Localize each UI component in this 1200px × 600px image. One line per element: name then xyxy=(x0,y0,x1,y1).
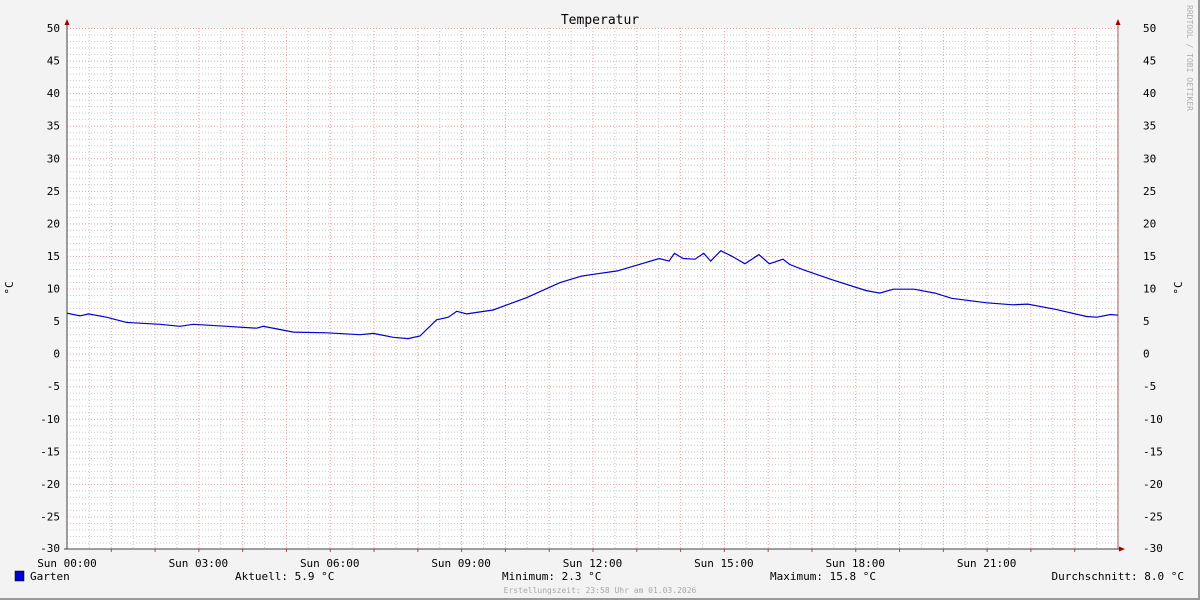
y-tick-label-left: -10 xyxy=(40,413,60,426)
y-tick-label-left: 10 xyxy=(47,283,60,296)
y-tick-label-right: -5 xyxy=(1143,380,1156,393)
y-tick-label-left: 45 xyxy=(47,55,60,68)
legend-series-name: Garten xyxy=(30,570,70,583)
y-tick-label-right: -25 xyxy=(1143,510,1163,523)
grid xyxy=(67,28,1118,552)
y-tick-label-right: -15 xyxy=(1143,445,1163,458)
y-tick-label-left: 25 xyxy=(47,185,60,198)
y-tick-label-left: 15 xyxy=(47,250,60,263)
y-tick-label-left: -5 xyxy=(47,380,60,393)
x-tick-label: Sun 09:00 xyxy=(431,557,491,570)
y-tick-label-left: 30 xyxy=(47,152,60,165)
y-tick-label-right: 5 xyxy=(1143,315,1150,328)
y-tick-label-left: 0 xyxy=(53,348,60,361)
y-tick-label-right: 30 xyxy=(1143,152,1156,165)
y-tick-label-left: -20 xyxy=(40,478,60,491)
y-tick-label-right: 45 xyxy=(1143,55,1156,68)
y-tick-label-left: 50 xyxy=(47,22,60,35)
legend-current: Aktuell: 5.9 °C xyxy=(235,570,334,583)
footer-timestamp: Erstellungszeit: 23:58 Uhr am 01.03.2026 xyxy=(504,586,697,595)
y-tick-label-right: -30 xyxy=(1143,542,1163,555)
y-tick-label-right: -20 xyxy=(1143,478,1163,491)
chart-title: Temperatur xyxy=(561,13,639,28)
x-tick-label: Sun 15:00 xyxy=(694,557,754,570)
x-tick-label: Sun 03:00 xyxy=(169,557,229,570)
x-tick-label: Sun 18:00 xyxy=(825,557,885,570)
legend-maximum: Maximum: 15.8 °C xyxy=(770,570,876,583)
y-tick-label-right: 35 xyxy=(1143,120,1156,133)
legend-minimum: Minimum: 2.3 °C xyxy=(502,570,601,583)
y-tick-label-right: 20 xyxy=(1143,217,1156,230)
y-tick-label-right: 40 xyxy=(1143,87,1156,100)
arrow-right-icon xyxy=(1119,546,1125,552)
x-tick-label: Sun 00:00 xyxy=(37,557,97,570)
series-line-garten xyxy=(66,249,1119,340)
y-tick-label-left: 5 xyxy=(53,315,60,328)
y-tick-label-right: 10 xyxy=(1143,283,1156,296)
legend-average: Durchschnitt: 8.0 °C xyxy=(1052,570,1184,583)
y-tick-label-left: 20 xyxy=(47,217,60,230)
arrow-up-icon xyxy=(1115,19,1121,25)
x-tick-label: Sun 06:00 xyxy=(300,557,360,570)
y-tick-label-left: 40 xyxy=(47,87,60,100)
y-tick-label-left: 35 xyxy=(47,120,60,133)
x-tick-label: Sun 12:00 xyxy=(563,557,623,570)
y-tick-label-right: 25 xyxy=(1143,185,1156,198)
y-tick-label-right: -10 xyxy=(1143,413,1163,426)
arrow-up-icon xyxy=(64,19,70,25)
legend-swatch xyxy=(14,570,25,582)
axes xyxy=(64,19,1125,552)
y-tick-label-right: 15 xyxy=(1143,250,1156,263)
y-tick-label-left: -30 xyxy=(40,542,60,555)
x-tick-label: Sun 21:00 xyxy=(957,557,1017,570)
y-axis-label-right: °C xyxy=(1172,281,1185,294)
y-axis-label-left: °C xyxy=(3,281,16,294)
watermark: RRDTOOL / TOBI OETIKER xyxy=(1185,5,1194,111)
y-tick-label-left: -25 xyxy=(40,510,60,523)
y-tick-label-right: 50 xyxy=(1143,22,1156,35)
y-tick-label-right: 0 xyxy=(1143,348,1150,361)
y-tick-label-left: -15 xyxy=(40,445,60,458)
